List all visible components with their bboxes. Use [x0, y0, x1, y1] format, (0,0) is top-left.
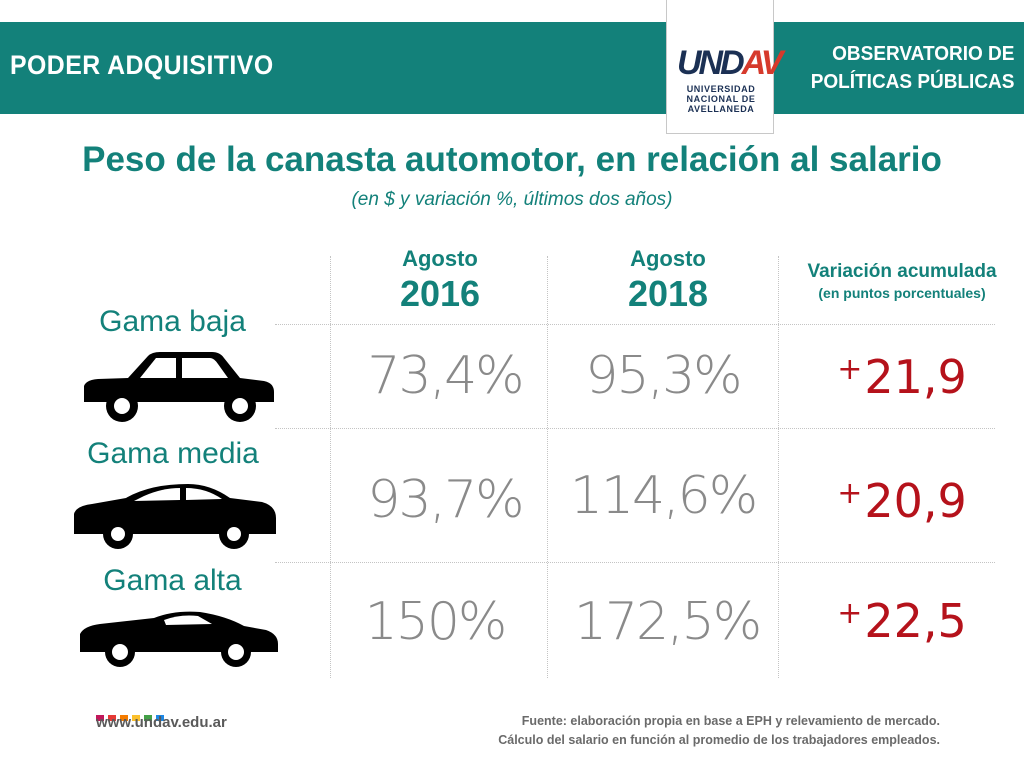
undav-logo: UNDAV UNIVERSIDAD NACIONAL DE AVELLANEDA — [666, 0, 783, 134]
logo-sub-line-3: AVELLANEDA — [687, 104, 755, 114]
grid-divider-1 — [330, 256, 331, 678]
column-header-variation: Variación acumulada (en puntos porcentua… — [780, 260, 1024, 302]
variation-sign: + — [837, 352, 863, 387]
midsize-car-icon — [74, 484, 276, 549]
grid-row-line-1 — [275, 324, 995, 325]
variation-gama-alta: +22,5 — [780, 594, 1024, 648]
variation-value: 22,5 — [864, 594, 967, 648]
observatory-line-2: POLÍTICAS PÚBLICAS — [810, 71, 1014, 93]
logo-sub-line-1: UNIVERSIDAD — [686, 84, 756, 94]
logo-sub-line-2: NACIONAL DE — [686, 94, 756, 104]
row-label-gama-media: Gama media — [87, 437, 259, 470]
row-label-gama-alta: Gama alta — [103, 564, 242, 597]
main-title: Peso de la canasta automotor, en relació… — [82, 140, 942, 179]
source-note: Fuente: elaboración propia en base a EPH… — [498, 712, 940, 750]
header-bar — [0, 22, 1024, 114]
logo-wordmark-a: UND — [677, 44, 745, 82]
variation-header-line-2: (en puntos porcentuales) — [818, 285, 986, 301]
value-gama-media-2016: 93,7% — [367, 470, 524, 530]
variation-gama-media: +20,9 — [780, 474, 1024, 528]
color-dots-decoration — [96, 706, 168, 721]
logo-wordmark-b: AV — [741, 44, 784, 82]
grid-row-line-2 — [275, 428, 995, 429]
column-header-2018: Agosto 2018 — [568, 246, 768, 316]
grid-divider-2 — [547, 256, 548, 678]
logo-subtitle: UNIVERSIDAD NACIONAL DE AVELLANEDA — [677, 84, 765, 114]
sedan-car-icon — [84, 352, 274, 422]
row-label-gama-baja: Gama baja — [99, 305, 246, 338]
observatory-title: OBSERVATORIO DE POLÍTICAS PÚBLICAS — [810, 40, 1014, 96]
variation-header-line-1: Variación acumulada — [807, 261, 997, 282]
section-title: PODER ADQUISITIVO — [10, 50, 274, 80]
website-url: www.undav.edu.ar — [96, 714, 227, 731]
logo-wordmark: UNDAV — [677, 44, 783, 82]
source-line-1: Fuente: elaboración propia en base a EPH… — [521, 714, 940, 728]
column-2018-month: Agosto — [630, 246, 706, 271]
sports-car-icon — [80, 611, 278, 667]
column-2016-month: Agosto — [402, 246, 478, 271]
value-gama-alta-2016: 150% — [364, 592, 508, 652]
source-line-2: Cálculo del salario en función al promed… — [498, 733, 940, 747]
variation-gama-baja: +21,9 — [780, 350, 1024, 404]
column-header-2016: Agosto 2016 — [340, 246, 540, 316]
value-gama-baja-2018: 95,3% — [585, 346, 742, 406]
column-2016-year: 2016 — [399, 273, 481, 314]
value-gama-media-2018: 114,6% — [569, 466, 758, 526]
variation-value: 21,9 — [864, 350, 967, 404]
main-subtitle: (en $ y variación %, últimos dos años) — [351, 189, 673, 210]
value-gama-alta-2018: 172,5% — [573, 592, 762, 652]
variation-sign: + — [837, 596, 863, 631]
value-gama-baja-2016: 73,4% — [367, 346, 524, 406]
variation-value: 20,9 — [864, 474, 967, 528]
grid-row-line-3 — [275, 562, 995, 563]
grid-divider-3 — [778, 256, 779, 678]
column-2018-year: 2018 — [627, 273, 709, 314]
observatory-line-1: OBSERVATORIO DE — [831, 43, 1014, 65]
variation-sign: + — [837, 476, 863, 511]
